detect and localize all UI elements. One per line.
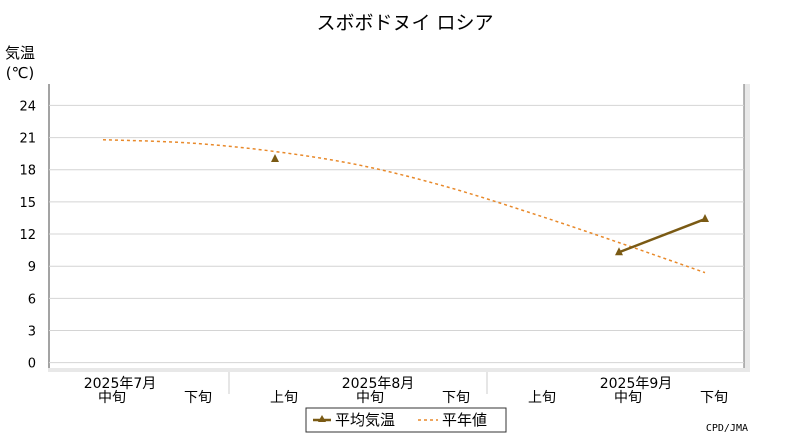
y-tick-label: 9 (28, 260, 36, 275)
legend-label-normal: 平年値 (442, 411, 487, 429)
x-tick-label: 上旬 (528, 390, 556, 406)
x-tick-label: 中旬 (614, 390, 642, 406)
y-axis-unit: (℃) (6, 64, 35, 82)
chart-title: スボボドヌイ ロシア (316, 12, 493, 34)
avg-temp-marker (701, 214, 709, 223)
x-tick-label: 中旬 (356, 390, 384, 406)
x-tick-labels: 中旬 下旬 上旬 中旬 下旬 上旬 中旬 下旬 2025年7月 2025年8月 2025年9月 (84, 372, 728, 406)
plot-area (48, 84, 750, 372)
y-axis-label: 気温 (5, 44, 35, 62)
month-label: 2025年7月 (84, 376, 157, 392)
avg-temp-marker (615, 247, 623, 256)
legend: 平均気温 平年値 (305, 407, 507, 433)
x-tick-label: 上旬 (270, 390, 298, 406)
data-series (102, 138, 709, 274)
y-tick-label: 21 (19, 132, 36, 147)
x-tick-label: 下旬 (700, 390, 728, 406)
plot-background (48, 84, 744, 368)
avg-temp-segment (618, 217, 706, 254)
y-tick-label: 12 (19, 228, 36, 243)
credit-label: CPD/JMA (706, 423, 748, 434)
y-tick-labels: 0 3 6 9 12 15 18 21 24 (19, 99, 36, 371)
month-label: 2025年9月 (600, 376, 673, 392)
y-tick-label: 15 (19, 196, 36, 211)
y-tick-label: 18 (19, 164, 36, 179)
y-tick-label: 24 (19, 99, 36, 114)
x-tick-label: 中旬 (98, 390, 126, 406)
y-tick-label: 6 (28, 292, 36, 307)
legend-box (305, 407, 507, 433)
x-tick-label: 下旬 (184, 390, 212, 406)
legend-label-avg: 平均気温 (335, 411, 395, 429)
y-tick-label: 0 (28, 357, 36, 372)
y-tick-label: 3 (28, 324, 36, 339)
legend-marker-avg (318, 415, 326, 422)
month-label: 2025年8月 (342, 376, 415, 392)
gridlines (49, 104, 744, 364)
avg-temp-marker (271, 154, 279, 163)
x-tick-label: 下旬 (442, 390, 470, 406)
